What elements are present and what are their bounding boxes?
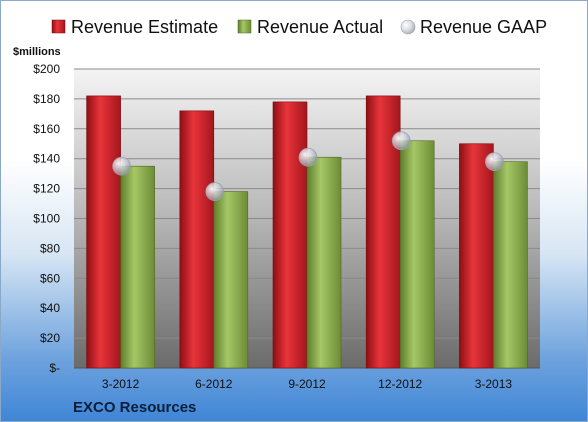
y-tick-label: $20 (40, 331, 60, 345)
legend-item-gaap: Revenue GAAP (400, 17, 547, 37)
y-axis-unit-label: $millions (13, 46, 61, 58)
legend-label-gaap: Revenue GAAP (420, 17, 547, 37)
bar-revenue-estimate (86, 95, 121, 369)
y-tick-label: $- (49, 361, 60, 375)
legend-label-actual: Revenue Actual (257, 17, 383, 37)
y-tick-label: $200 (33, 62, 60, 76)
legend-item-estimate: Revenue Estimate (51, 17, 218, 37)
legend: Revenue Estimate Revenue Actual Revenue … (51, 17, 547, 37)
y-tick-label: $180 (33, 92, 60, 106)
marker-revenue-gaap (205, 182, 225, 201)
bar-revenue-actual (399, 140, 435, 369)
bar-revenue-actual (213, 191, 249, 369)
bars (86, 95, 528, 369)
legend-marker-gaap (400, 19, 416, 35)
bar-revenue-estimate (272, 101, 308, 369)
bar-revenue-actual (493, 161, 528, 369)
y-tick-label: $160 (33, 122, 60, 136)
x-tick-label: 3-2012 (102, 377, 140, 391)
marker-revenue-gaap (485, 152, 504, 172)
marker-revenue-gaap (391, 131, 411, 151)
legend-item-actual: Revenue Actual (237, 17, 383, 37)
legend-swatch-estimate (51, 19, 66, 34)
x-axis: 3-2012 6-2012 9-2012 12-2012 3-2013 (102, 377, 512, 391)
company-name: EXCO Resources (73, 399, 197, 416)
y-tick-label: $80 (40, 241, 60, 255)
y-tick-label: $60 (40, 271, 60, 285)
y-axis: $- $20 $40 $60 $80 $100 $120 $140 $160 $180 $200 (33, 62, 60, 375)
x-tick-label: 6-2012 (195, 377, 233, 391)
y-tick-label: $40 (40, 301, 60, 315)
x-tick-label: 9-2012 (288, 377, 326, 391)
y-tick-label: $120 (33, 182, 60, 196)
marker-revenue-gaap (112, 156, 131, 176)
legend-label-estimate: Revenue Estimate (71, 17, 218, 37)
y-tick-label: $100 (33, 212, 60, 226)
legend-swatch-actual (237, 19, 252, 34)
bar-revenue-estimate (179, 110, 215, 369)
gaap-markers (112, 131, 504, 201)
bar-revenue-estimate (459, 143, 494, 369)
y-tick-label: $140 (33, 152, 60, 166)
x-tick-label: 12-2012 (378, 377, 422, 391)
bar-revenue-actual (120, 165, 155, 369)
marker-revenue-gaap (298, 147, 318, 167)
x-tick-label: 3-2013 (475, 377, 513, 391)
bar-revenue-actual (306, 156, 342, 369)
